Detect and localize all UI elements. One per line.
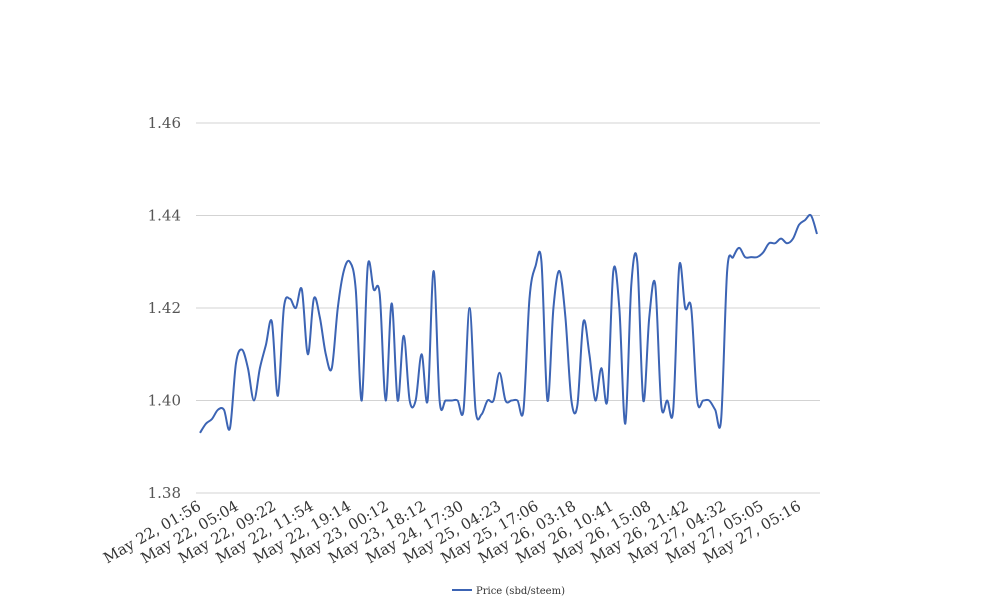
y-axis-tick-labels: 1.38 1.40 1.42 1.44 1.46 <box>148 114 181 502</box>
series-layer <box>199 213 818 434</box>
y-tick-label: 1.38 <box>148 484 181 502</box>
series-line-price <box>199 213 818 434</box>
y-tick-label: 1.40 <box>148 392 181 410</box>
legend[interactable]: Price (sbd/steem) <box>452 586 565 597</box>
gridlines <box>196 122 820 494</box>
legend-label: Price (sbd/steem) <box>476 586 565 597</box>
y-tick-label: 1.42 <box>148 299 181 317</box>
y-tick-label: 1.44 <box>148 207 181 225</box>
y-tick-label: 1.46 <box>148 114 181 132</box>
